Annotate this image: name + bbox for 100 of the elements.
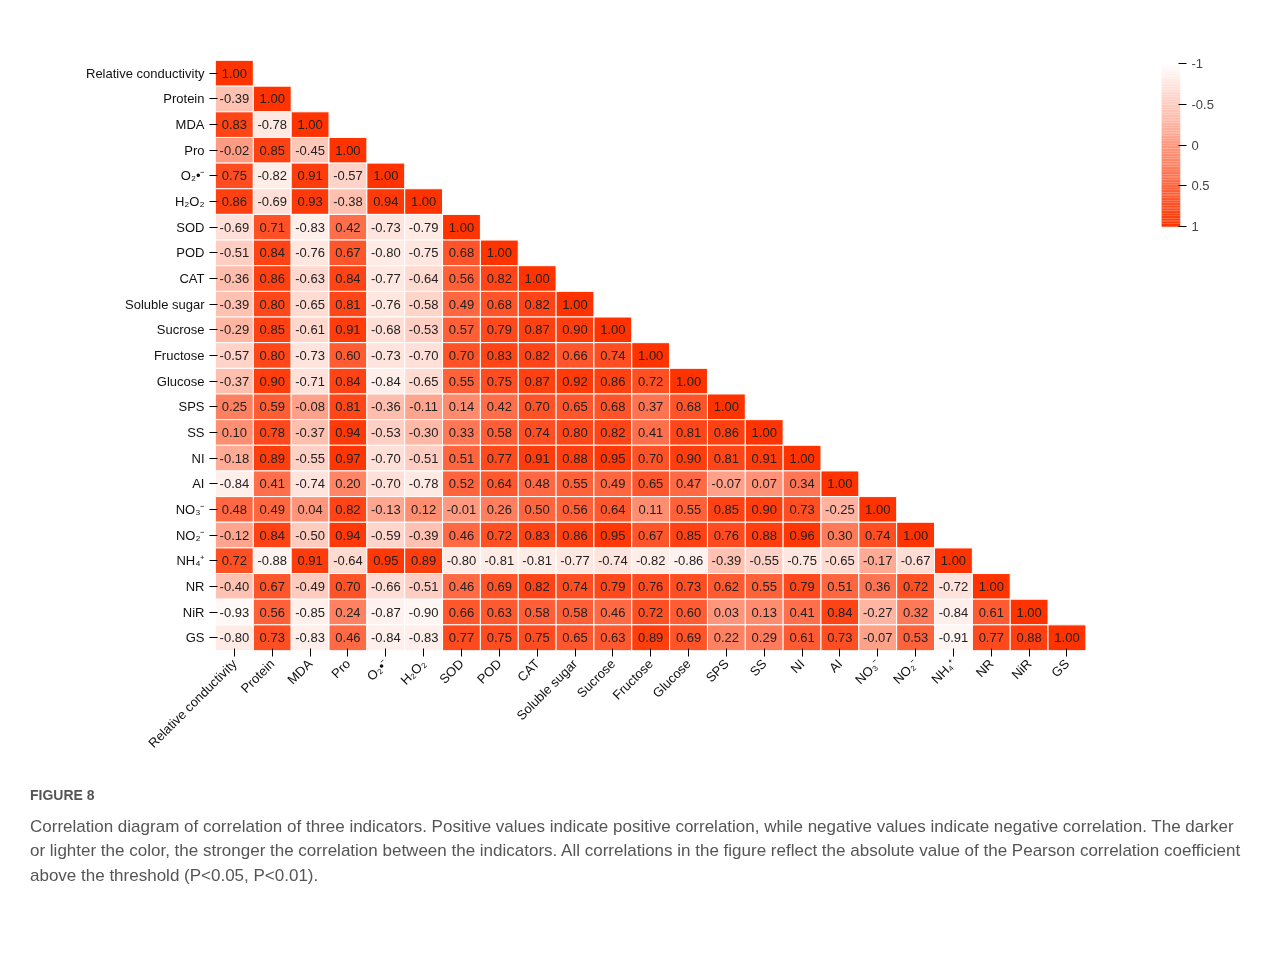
x-tick-label: NI xyxy=(787,656,808,676)
data-label: -0.74 xyxy=(295,476,325,492)
data-label: 1.00 xyxy=(751,424,777,440)
data-label: 0.30 xyxy=(827,527,853,543)
data-label: -0.30 xyxy=(408,424,439,440)
data-label: 0.80 xyxy=(259,296,285,312)
data-label: 0.84 xyxy=(335,271,361,287)
data-label: 0.41 xyxy=(638,424,664,440)
data-label: -0.90 xyxy=(408,604,439,620)
data-label: 0.36 xyxy=(865,578,891,594)
data-label: -0.51 xyxy=(408,450,439,466)
data-label: 0.67 xyxy=(638,527,664,543)
data-label: -0.57 xyxy=(219,348,250,363)
data-label: 0.53 xyxy=(902,630,929,646)
data-label: 0.82 xyxy=(486,271,512,287)
data-label: 0.89 xyxy=(638,630,664,646)
data-label: -0.11 xyxy=(409,399,438,415)
data-label: -0.71 xyxy=(295,373,325,389)
data-label: 0.10 xyxy=(221,424,248,440)
data-label: -0.39 xyxy=(711,553,742,569)
data-label: 0.68 xyxy=(600,399,626,415)
data-label: 0.33 xyxy=(448,424,475,440)
data-label: -0.01 xyxy=(446,501,477,517)
data-label: -0.83 xyxy=(295,219,325,235)
data-label: 1.00 xyxy=(486,245,512,261)
data-label: 0.75 xyxy=(524,630,550,646)
data-label: -0.70 xyxy=(370,476,401,492)
data-label: 0.62 xyxy=(713,578,740,594)
data-label: -0.59 xyxy=(370,527,401,543)
data-label: 0.85 xyxy=(259,142,285,158)
data-label: 0.61 xyxy=(978,604,1004,620)
data-label: -0.81 xyxy=(522,553,552,569)
data-label: -0.84 xyxy=(938,604,969,620)
data-label: -0.80 xyxy=(370,245,401,261)
y-tick-label: NiR xyxy=(182,604,205,620)
data-label: 0.37 xyxy=(638,399,664,415)
data-label: 0.74 xyxy=(865,527,891,543)
data-label: 0.82 xyxy=(524,348,550,363)
y-tick-label: NI xyxy=(191,450,205,466)
data-label: -0.29 xyxy=(219,322,250,338)
data-label: 0.95 xyxy=(600,527,626,543)
data-label: -0.69 xyxy=(219,219,250,235)
data-label: -0.18 xyxy=(219,450,250,466)
data-label: 0.79 xyxy=(486,322,512,338)
data-label: 0.74 xyxy=(600,348,626,363)
data-label: 0.90 xyxy=(751,501,777,517)
data-label: 0.73 xyxy=(675,578,702,594)
data-label: 0.66 xyxy=(448,604,475,620)
data-label: -0.39 xyxy=(219,91,250,107)
y-tick-label: Soluble sugar xyxy=(125,296,206,312)
data-label: -0.64 xyxy=(408,271,439,287)
data-label: 0.26 xyxy=(486,501,512,517)
data-label: 0.74 xyxy=(524,424,550,440)
data-label: 0.72 xyxy=(221,553,248,569)
data-label: 0.46 xyxy=(448,578,475,594)
data-label: -0.82 xyxy=(635,553,666,569)
data-label: 1.00 xyxy=(562,296,588,312)
data-label: 0.76 xyxy=(638,578,664,594)
y-tick-label: Glucose xyxy=(156,373,205,389)
data-label: 0.61 xyxy=(789,630,815,646)
data-label: 1.00 xyxy=(940,553,967,569)
color-bar-label: -0.5 xyxy=(1191,97,1214,113)
data-label: 0.64 xyxy=(600,501,626,517)
data-label: 0.91 xyxy=(335,322,361,338)
data-label: 0.94 xyxy=(335,527,361,543)
data-label: 0.65 xyxy=(562,399,588,415)
data-label: 1.00 xyxy=(221,65,248,81)
data-label: 0.22 xyxy=(713,630,740,646)
x-tick-label: SS xyxy=(746,655,770,680)
data-label: 0.46 xyxy=(600,604,626,620)
data-label: 1.00 xyxy=(1016,604,1042,620)
data-label: -0.64 xyxy=(333,553,363,569)
data-label: 0.89 xyxy=(259,450,285,466)
data-label: -0.85 xyxy=(295,604,325,620)
data-label: 0.73 xyxy=(259,630,285,646)
x-tick-label: SPS xyxy=(702,655,732,686)
data-label: 0.77 xyxy=(486,450,512,466)
data-label: 0.24 xyxy=(335,604,361,620)
data-label: 0.41 xyxy=(789,604,815,620)
data-label: 0.83 xyxy=(524,527,550,543)
data-label: 0.74 xyxy=(562,578,588,594)
data-label: 1.00 xyxy=(297,117,323,133)
data-label: -0.79 xyxy=(408,219,439,235)
data-label: 0.81 xyxy=(335,296,361,312)
data-label: -0.51 xyxy=(408,578,439,594)
data-label: -0.02 xyxy=(219,142,250,158)
data-label: 0.79 xyxy=(789,578,815,594)
data-label: 0.76 xyxy=(713,527,740,543)
data-label: 0.49 xyxy=(600,476,626,492)
y-tick-label: O₂•⁻ xyxy=(180,168,205,184)
data-label: -0.93 xyxy=(219,604,250,620)
data-label: 0.75 xyxy=(221,168,248,184)
data-label: -0.65 xyxy=(408,373,439,389)
data-label: 0.29 xyxy=(751,630,777,646)
data-label: 0.68 xyxy=(486,296,512,312)
data-label: 0.48 xyxy=(524,476,550,492)
data-label: 0.94 xyxy=(373,194,399,210)
data-label: -0.37 xyxy=(295,424,325,440)
data-label: 1.00 xyxy=(335,142,361,158)
data-label: 0.87 xyxy=(524,322,550,338)
